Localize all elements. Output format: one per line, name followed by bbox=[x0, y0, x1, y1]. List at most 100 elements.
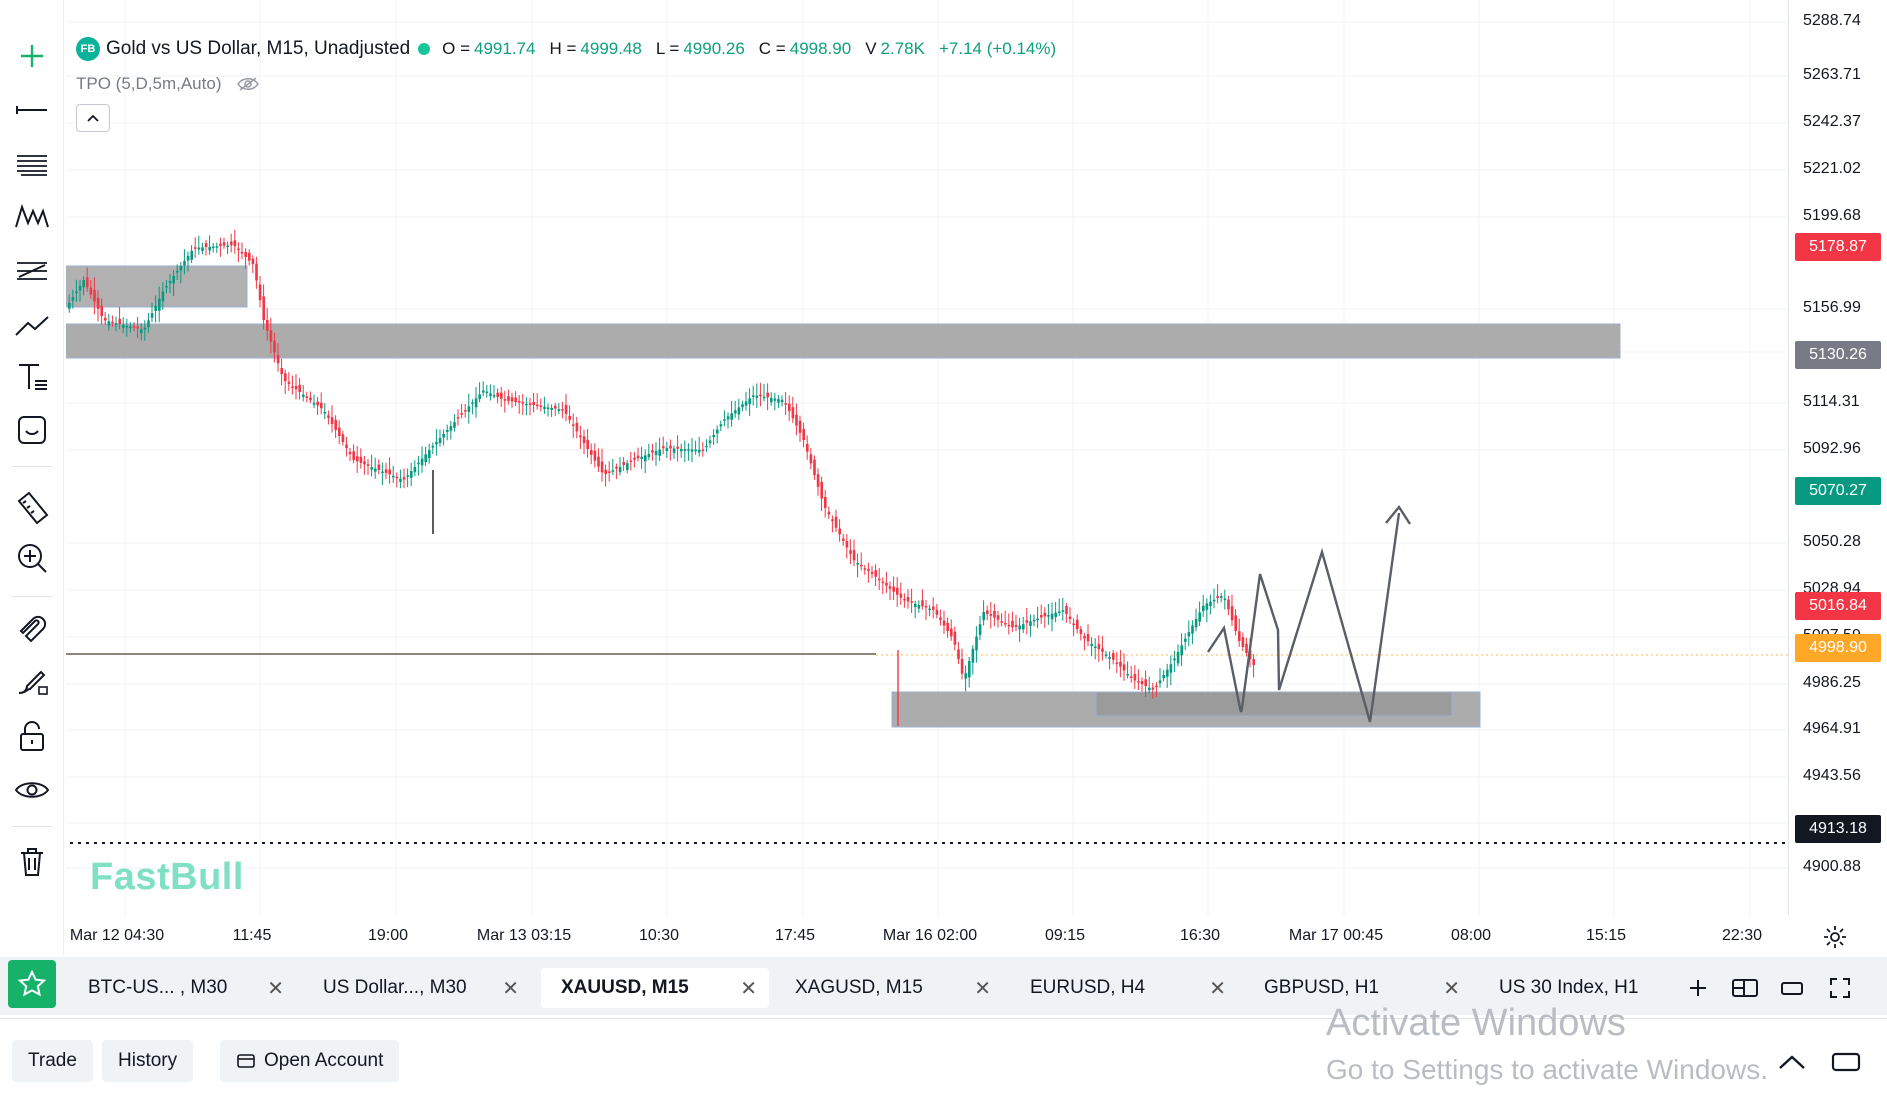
time-tick: Mar 13 03:15 bbox=[476, 927, 572, 944]
zoom-icon[interactable] bbox=[10, 538, 54, 578]
candle-body bbox=[402, 477, 406, 480]
candle-body bbox=[1126, 674, 1129, 676]
chart-tab[interactable]: EURUSD, H4 ✕ bbox=[1010, 968, 1238, 1008]
brush-lock-icon[interactable] bbox=[10, 662, 54, 702]
parallel-channel-icon[interactable] bbox=[10, 250, 54, 290]
layout-icon[interactable] bbox=[1729, 972, 1761, 1004]
candle-body bbox=[561, 409, 564, 411]
trash-icon[interactable] bbox=[10, 842, 54, 882]
eye-icon[interactable] bbox=[10, 770, 54, 810]
candle-body bbox=[377, 464, 381, 471]
chevron-up-icon[interactable] bbox=[1776, 1050, 1808, 1074]
candle-body bbox=[1191, 625, 1194, 634]
candle-body bbox=[1176, 651, 1180, 664]
candle-body bbox=[1212, 599, 1216, 602]
history-button[interactable]: History bbox=[102, 1040, 194, 1082]
activate-windows-title: Activate Windows bbox=[1326, 1002, 1626, 1044]
candle-body bbox=[204, 243, 208, 248]
close-icon[interactable]: ✕ bbox=[1209, 978, 1226, 1000]
window-icon[interactable] bbox=[1776, 972, 1808, 1004]
candle-body bbox=[212, 246, 215, 249]
candle-body bbox=[348, 452, 352, 454]
fullscreen-icon[interactable] bbox=[1824, 972, 1856, 1004]
candle-body bbox=[284, 373, 287, 382]
price-label: 4998.90 bbox=[1795, 634, 1881, 662]
candle-body bbox=[158, 298, 161, 311]
candle-body bbox=[431, 445, 435, 448]
chart-tab[interactable]: BTC-US... , M30 ✕ bbox=[68, 968, 296, 1008]
candle-body bbox=[726, 416, 730, 420]
lock-icon[interactable] bbox=[10, 716, 54, 756]
trade-button[interactable]: Trade bbox=[12, 1040, 93, 1082]
candle-body bbox=[1032, 619, 1036, 622]
candle-body bbox=[1209, 601, 1212, 607]
candle-body bbox=[896, 587, 899, 595]
close-value: 4998.90 bbox=[789, 39, 852, 58]
candle-body bbox=[1122, 664, 1126, 671]
hidden-eye-icon[interactable] bbox=[237, 77, 260, 91]
crosshair-icon[interactable] bbox=[10, 36, 54, 76]
favorites-button[interactable] bbox=[8, 960, 56, 1008]
chart-tab-label: EURUSD, H4 bbox=[1030, 977, 1146, 998]
candle-body bbox=[435, 441, 438, 445]
candle-body bbox=[730, 413, 733, 420]
candle-body bbox=[464, 410, 467, 412]
candle-body bbox=[604, 469, 607, 474]
symbol-title[interactable]: Gold vs US Dollar, M15, Unadjusted bbox=[106, 38, 411, 59]
candle-body bbox=[971, 648, 975, 663]
close-icon[interactable]: ✕ bbox=[267, 978, 284, 1000]
candle-body bbox=[1076, 619, 1079, 630]
chart-tab-label: US 30 Index, H1 bbox=[1499, 977, 1639, 998]
candle-body bbox=[762, 396, 766, 399]
close-icon[interactable]: ✕ bbox=[740, 978, 757, 1000]
candle-body bbox=[557, 409, 561, 411]
time-axis[interactable]: Mar 12 04:30 11:45 19:00 Mar 13 03:15 10:30 1… bbox=[66, 915, 1788, 955]
magnet-icon[interactable] bbox=[10, 608, 54, 648]
price-label: 5178.87 bbox=[1795, 233, 1881, 261]
chart-tab[interactable]: US Dollar..., M30 ✕ bbox=[303, 968, 531, 1008]
price-tick: 5050.28 bbox=[1803, 533, 1861, 550]
chart-tab[interactable]: XAUUSD, M15 ✕ bbox=[541, 968, 769, 1008]
candle-body bbox=[197, 247, 201, 250]
candle-body bbox=[921, 600, 924, 607]
fib-lines-icon[interactable] bbox=[10, 144, 54, 184]
close-icon[interactable]: ✕ bbox=[502, 978, 519, 1000]
candle-body bbox=[507, 396, 510, 401]
candle-body bbox=[658, 449, 661, 456]
candle-body bbox=[1025, 620, 1029, 623]
horizontal-line-icon[interactable] bbox=[10, 90, 54, 130]
price-chart[interactable] bbox=[66, 0, 1788, 955]
ruler-icon[interactable] bbox=[10, 486, 54, 526]
candle-body bbox=[489, 393, 492, 397]
candle-body bbox=[910, 601, 913, 603]
panel-toggle-icon[interactable] bbox=[1830, 1050, 1862, 1074]
chart-tab[interactable]: GBPUSD, H1 ✕ bbox=[1244, 968, 1472, 1008]
open-value: 4991.74 bbox=[474, 39, 536, 58]
candle-body bbox=[125, 325, 129, 328]
trend-line-icon[interactable] bbox=[10, 304, 54, 344]
collapse-legend-button[interactable] bbox=[76, 104, 110, 132]
gear-icon[interactable] bbox=[1822, 924, 1848, 950]
high-label: H = bbox=[549, 39, 577, 58]
price-axis[interactable]: 5288.74 5263.71 5242.37 5221.02 5199.68 5156.… bbox=[1788, 0, 1887, 915]
close-icon[interactable]: ✕ bbox=[1443, 978, 1460, 1000]
candle-body bbox=[957, 649, 960, 660]
candle-body bbox=[82, 280, 85, 288]
add-tab-icon[interactable] bbox=[1682, 972, 1714, 1004]
candle-body bbox=[1158, 680, 1162, 684]
open-account-button[interactable]: Open Account bbox=[220, 1040, 400, 1082]
candle-body bbox=[194, 247, 197, 249]
chart-tab[interactable]: XAGUSD, M15 ✕ bbox=[775, 968, 1003, 1008]
sticker-icon[interactable] bbox=[10, 410, 54, 450]
indicator-legend[interactable]: TPO (5,D,5m,Auto) bbox=[76, 74, 260, 94]
candle-body bbox=[406, 475, 409, 477]
chart-canvas[interactable] bbox=[66, 0, 1788, 915]
candle-body bbox=[860, 564, 863, 567]
candle-body bbox=[1137, 681, 1140, 683]
text-tool-icon[interactable] bbox=[10, 358, 54, 398]
candle-body bbox=[1083, 636, 1086, 639]
candle-body bbox=[294, 386, 298, 390]
pattern-icon[interactable] bbox=[10, 196, 54, 236]
close-icon[interactable]: ✕ bbox=[974, 978, 991, 1000]
chart-tab[interactable]: US 30 Index, H1 bbox=[1479, 968, 1707, 1008]
